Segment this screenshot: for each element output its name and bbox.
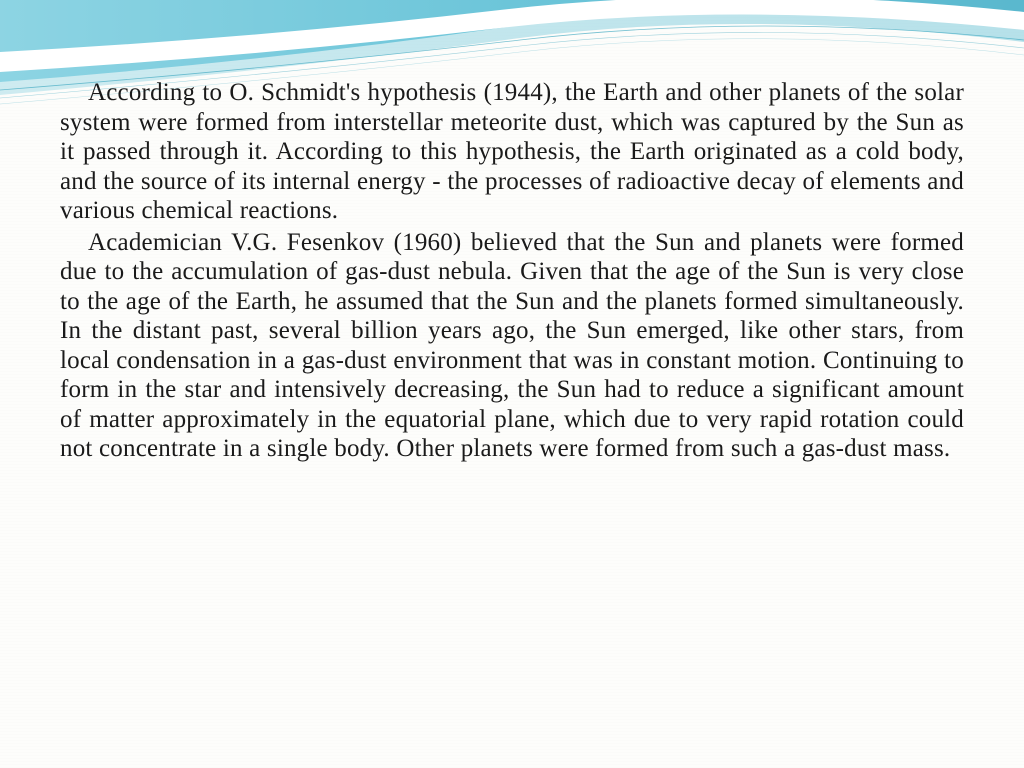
body-paragraph: Academician V.G. Fesenkov (1960) believe… [60, 228, 964, 464]
body-paragraph: According to O. Schmidt's hypothesis (19… [60, 78, 964, 226]
slide-body: According to O. Schmidt's hypothesis (19… [60, 78, 964, 466]
